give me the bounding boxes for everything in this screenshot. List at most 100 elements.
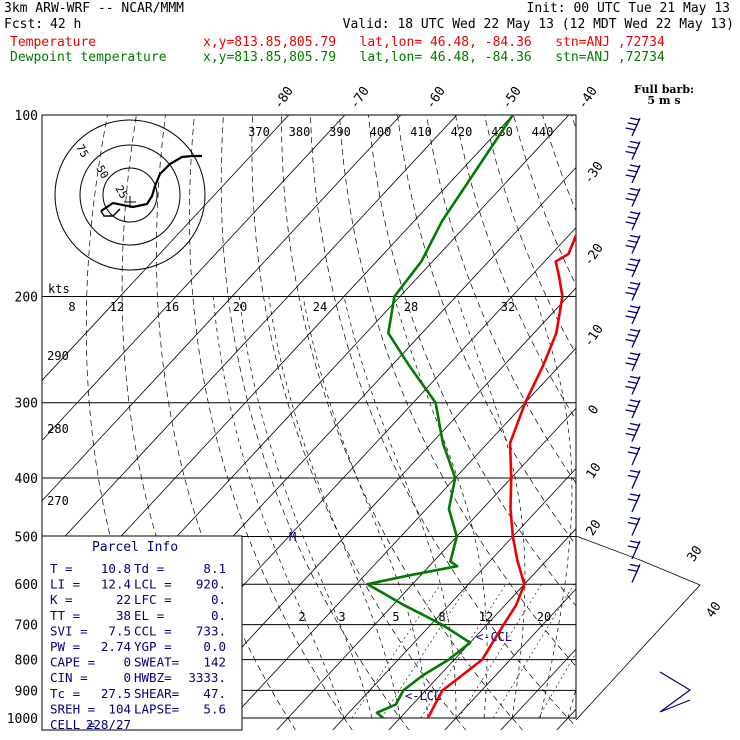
parcel-param-value: 733. — [196, 623, 226, 638]
pressure-tick-label: 600 — [15, 578, 38, 593]
moist-adiabat — [268, 296, 401, 719]
theta-e-label: 440 — [532, 125, 554, 139]
dry-adiabat — [156, 115, 296, 730]
lcl-marker: <-LCL — [405, 689, 441, 703]
theta-label: 270 — [47, 494, 69, 508]
parcel-param-name: LFC = — [134, 592, 172, 607]
wind-legend-title: Full barb: — [634, 83, 694, 96]
isotherm-line — [388, 528, 576, 730]
moist-adiabats — [212, 296, 740, 719]
moist-adiabat — [624, 297, 740, 719]
dry-adiabat — [717, 115, 740, 731]
isotherm-label: -10 — [581, 322, 607, 350]
ccl-marker: <-CCL — [476, 630, 512, 644]
wind-barb-flag — [625, 127, 636, 131]
wind-barb-flag — [629, 211, 641, 215]
wind-column-edge — [575, 535, 701, 721]
theta-e-label: 380 — [289, 125, 311, 139]
parcel-param-name: CAPE = — [50, 655, 95, 670]
wind-barb-flag — [627, 310, 638, 314]
wind-barb-flag — [629, 399, 641, 403]
wind-barb-staff — [631, 282, 641, 301]
wind-barb-staff — [631, 258, 641, 278]
mixing-ratio-line — [492, 584, 575, 719]
wind-barb-flag — [629, 446, 641, 450]
isotherm-label: -30 — [581, 159, 607, 187]
wind-barb-flag — [625, 197, 636, 202]
isotherm-label: -20 — [581, 241, 607, 269]
wind-barb-staff — [631, 517, 641, 536]
parcel-param-name: Td = — [134, 561, 164, 576]
isotherm-label: -80 — [271, 84, 297, 112]
parcel-param-value: 38 — [116, 608, 131, 623]
wind-barb-flag — [625, 150, 636, 155]
hodograph-units-label: kts — [48, 282, 70, 296]
mixing-ratio-label: 2 — [298, 610, 305, 624]
hodograph-trace — [100, 208, 121, 217]
parcel-param-value: 10.8 — [101, 561, 131, 576]
hodograph-speed-label: 24 — [313, 300, 327, 314]
isotherm-line — [444, 588, 576, 730]
wind-barb-flag — [629, 281, 641, 286]
dewpoint-location-info: x,y=813.85,805.79 lat,lon= 46.48, -84.36… — [203, 50, 665, 65]
isotherm-line — [500, 648, 576, 730]
parcel-param-value: 920. — [196, 577, 226, 592]
wind-barb-staff — [631, 376, 641, 395]
isotherm-line — [42, 115, 346, 442]
wind-barb-flag — [627, 404, 638, 408]
wind-barb-flag — [627, 216, 638, 220]
wind-barb-flag — [629, 563, 641, 568]
mixing-ratio-label: 20 — [537, 610, 551, 624]
temperature-trace — [426, 232, 576, 719]
forecast-label: Fcst: — [4, 17, 44, 32]
dry-adiabat — [281, 115, 523, 730]
wind-barb-flag — [627, 286, 638, 291]
valid-time: Valid: 18 UTC Wed 22 May 13 (12 MDT Wed … — [342, 17, 734, 32]
wind-barbs: Full barb:5 m s — [575, 83, 701, 721]
parcel-param-value: 12.4 — [101, 577, 131, 592]
pressure-tick-label: 700 — [15, 619, 38, 634]
isotherm-label: 0 — [586, 403, 603, 418]
parcel-param-name: CCL = — [134, 623, 172, 638]
wind-barb-staff — [631, 399, 641, 419]
wind-barb-staff — [631, 305, 641, 325]
theta-e-label: 400 — [370, 125, 392, 139]
init-time: Init: 00 UTC Tue 21 May 13 — [526, 1, 731, 16]
mixing-ratio-line — [538, 652, 576, 719]
wind-barb-flag — [627, 239, 638, 244]
parcel-param-name: SHEAR= — [134, 686, 179, 701]
wind-barb-staff — [631, 164, 641, 184]
level-markers: M <-CCL <-LCL — [289, 530, 512, 703]
wind-barb-flag — [629, 187, 641, 192]
moist-adiabat — [596, 297, 706, 719]
pressure-tick-label: 800 — [15, 654, 38, 669]
isotherm-line — [276, 407, 576, 730]
m-marker: M — [289, 530, 296, 544]
dry-adiabat — [484, 115, 576, 355]
isotherm-label: -40 — [575, 84, 601, 112]
wind-barb-flag — [625, 291, 636, 296]
parcel-param-name: SWEAT= — [134, 655, 179, 670]
parcel-param-name: CIN = — [50, 670, 88, 685]
isotherm-line — [42, 115, 514, 622]
pressure-tick-label: 200 — [15, 291, 38, 306]
wind-barb-flag — [625, 174, 636, 178]
sounding-traces — [366, 115, 576, 719]
wind-barb-staff — [631, 211, 641, 231]
isotherm-label: -60 — [423, 84, 449, 112]
wind-barb-flag — [625, 338, 636, 343]
parcel-param-value: 104 — [108, 701, 131, 716]
parcel-param-value: 7.5 — [108, 623, 131, 638]
wind-barb-staff — [631, 493, 641, 513]
dry-adiabat — [542, 115, 576, 212]
dewpoint-legend-label: Dewpoint temperature — [10, 50, 167, 65]
wind-barb-staff — [631, 564, 641, 583]
parcel-param-value: 8.1 — [203, 561, 226, 576]
hodograph-trace — [100, 154, 202, 212]
moist-adiabat — [456, 296, 526, 719]
wind-barb-flag — [627, 263, 638, 267]
forecast-hour: 42 h — [50, 17, 82, 32]
dry-adiabat — [630, 115, 740, 731]
hodograph-speed-label: 12 — [110, 300, 124, 314]
